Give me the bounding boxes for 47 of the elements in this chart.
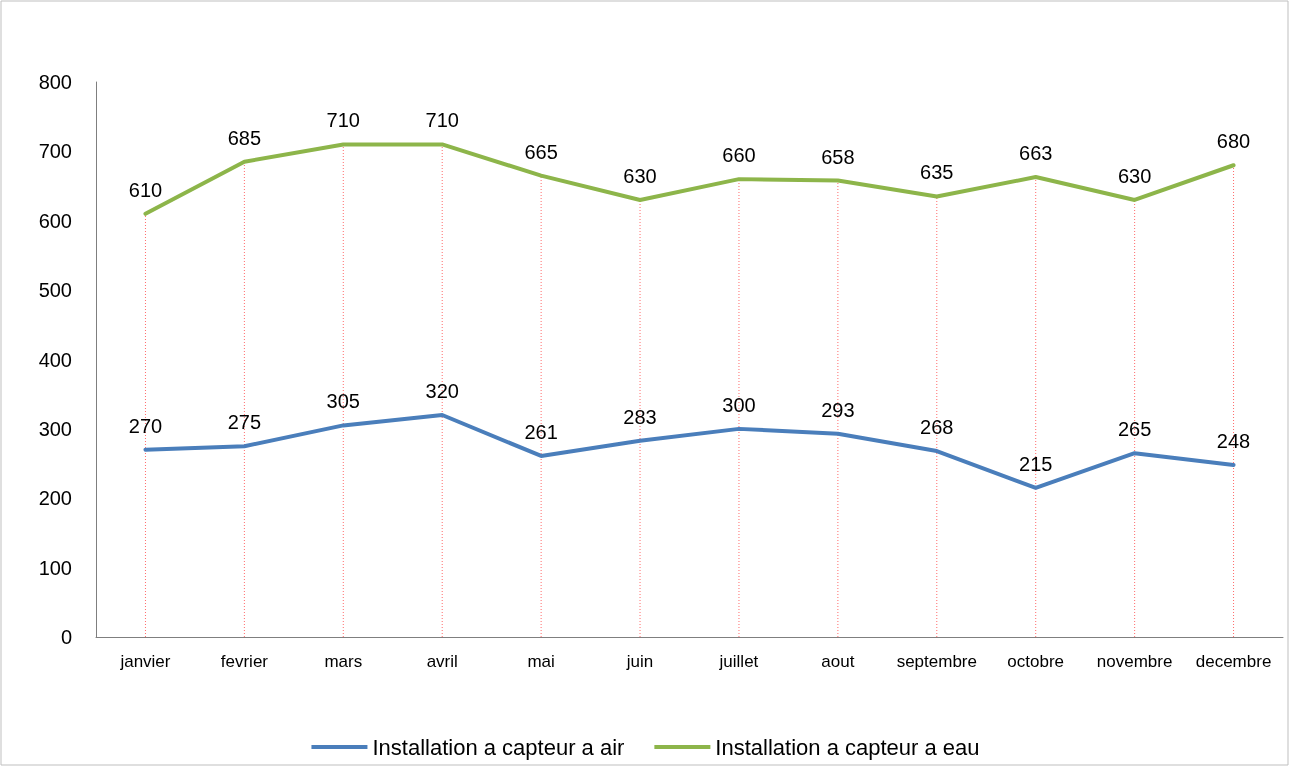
x-tick-label: juillet <box>718 652 759 671</box>
y-tick-label: 0 <box>60 626 72 648</box>
x-tick-label: juin <box>625 652 654 671</box>
data-label: 293 <box>821 398 855 421</box>
x-tick-label: aout <box>821 652 855 671</box>
data-label: 635 <box>920 161 954 184</box>
data-label: 610 <box>128 178 163 201</box>
data-label: 685 <box>227 126 262 149</box>
data-label: 275 <box>227 411 262 434</box>
data-label: 268 <box>920 416 954 439</box>
data-label: 283 <box>623 405 657 428</box>
x-tick-label: decembre <box>1195 652 1272 671</box>
data-label: 665 <box>524 140 558 163</box>
data-label: 663 <box>1019 142 1053 165</box>
x-tick-label: novembre <box>1096 652 1173 671</box>
y-tick-label: 600 <box>38 209 72 232</box>
x-tick-label: fevrier <box>220 652 269 671</box>
data-label: 248 <box>1216 429 1251 452</box>
y-tick-label: 500 <box>38 279 72 302</box>
data-label: 658 <box>821 145 855 168</box>
data-label: 215 <box>1019 452 1053 475</box>
data-label: 630 <box>1117 164 1152 187</box>
data-label: 710 <box>425 109 459 132</box>
data-label: 270 <box>128 414 163 437</box>
data-label: 261 <box>524 420 558 443</box>
y-tick-label: 200 <box>38 487 72 510</box>
data-label: 305 <box>326 390 360 413</box>
y-tick-label: 300 <box>38 417 72 440</box>
y-tick-label: 400 <box>38 348 72 371</box>
legend-label: Installation a capteur a air <box>372 734 625 760</box>
y-tick-label: 100 <box>38 556 72 579</box>
x-tick-label: janvier <box>119 652 171 671</box>
data-label: 320 <box>425 380 459 402</box>
x-tick-label: octobre <box>1007 652 1065 671</box>
x-tick-label: mai <box>527 652 555 671</box>
data-label: 265 <box>1117 418 1152 441</box>
data-label: 630 <box>623 164 657 187</box>
legend-label: Installation a capteur a eau <box>715 734 980 760</box>
y-tick-label: 800 <box>38 71 72 93</box>
x-tick-label: septembre <box>896 652 977 671</box>
data-label: 710 <box>326 109 360 132</box>
x-tick-label: avril <box>426 652 458 671</box>
x-tick-label: mars <box>324 652 363 671</box>
y-tick-label: 700 <box>38 140 72 163</box>
data-label: 660 <box>722 144 756 167</box>
data-label: 680 <box>1216 130 1251 153</box>
data-label: 300 <box>722 393 756 416</box>
